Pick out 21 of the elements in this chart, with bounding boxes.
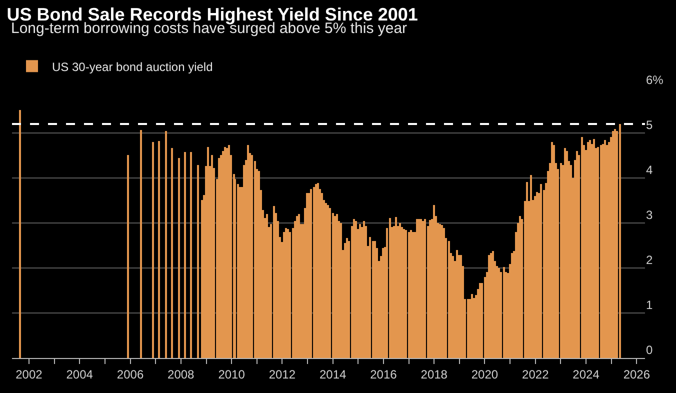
x-tick-label: 2008 xyxy=(168,367,195,382)
y-tick-label: 3 xyxy=(646,208,653,222)
x-tick-label: 2026 xyxy=(623,367,650,382)
y-tick-label: 0 xyxy=(646,342,653,357)
x-tick-label: 2012 xyxy=(268,367,296,382)
x-tick-label: 2002 xyxy=(16,367,43,382)
x-tick-label: 2022 xyxy=(522,367,550,382)
y-tick-label: 4 xyxy=(646,162,653,177)
x-tick-label: 2020 xyxy=(471,367,498,382)
y-tick-label: 6% xyxy=(646,72,664,87)
x-tick-label: 2018 xyxy=(420,367,448,382)
y-tick-label: 2 xyxy=(646,252,653,267)
x-tick-label: 2006 xyxy=(116,367,144,382)
x-tick-label: 2024 xyxy=(572,367,600,382)
y-tick-label: 1 xyxy=(646,298,653,312)
y-tick-label: 5 xyxy=(646,118,653,132)
x-tick-label: 2014 xyxy=(319,367,346,382)
legend-label: US 30-year bond auction yield xyxy=(52,60,213,74)
x-tick-label: 2004 xyxy=(66,367,94,382)
x-tick-label: 2010 xyxy=(218,367,246,382)
x-tick-label: 2016 xyxy=(370,367,398,382)
